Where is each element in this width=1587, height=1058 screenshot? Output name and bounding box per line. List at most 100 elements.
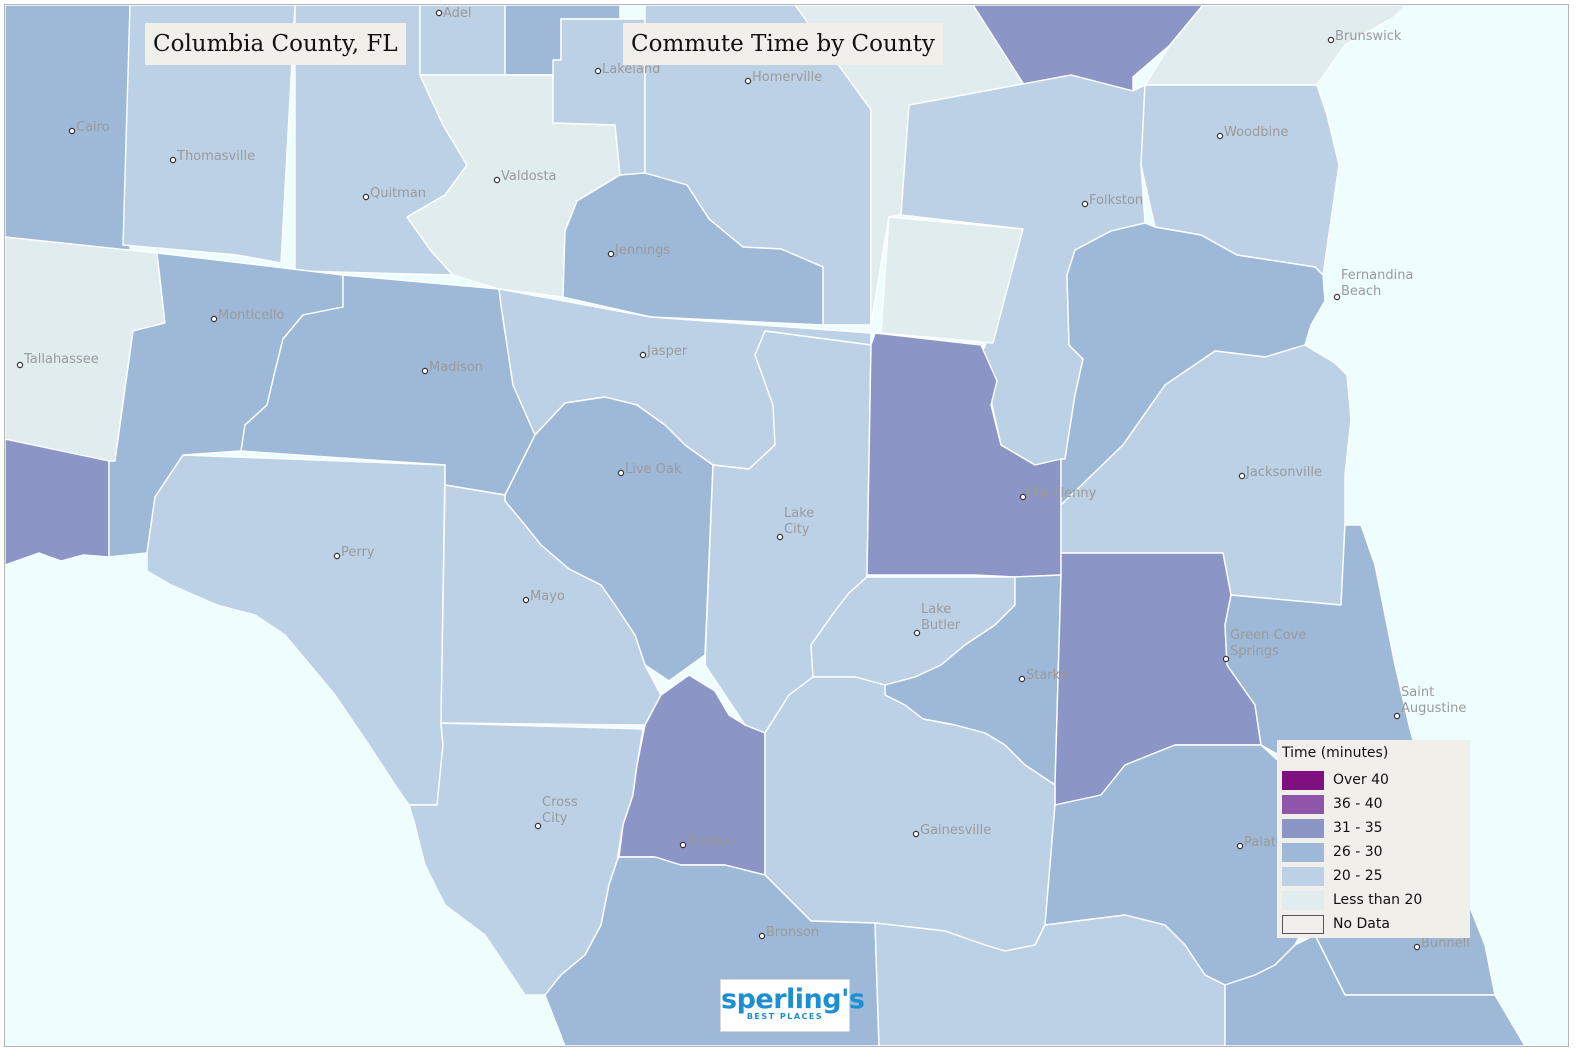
city-marker[interactable]: Quitman [362,186,426,201]
city-dot-icon [493,176,501,184]
city-label: Valdosta [501,169,557,184]
city-dot-icon [639,351,647,359]
legend-item-over-40: Over 40 [1282,770,1467,790]
city-label: Woodbine [1224,125,1288,140]
city-label: City [784,522,810,537]
sperlings-logo[interactable]: sperling's BEST PLACES [720,979,865,1032]
city-label: Cross [542,795,578,810]
city-dot-icon [1333,293,1341,301]
city-marker[interactable]: Perry [333,545,375,560]
map-frame[interactable]: Adel Lakeland Homerville Brunswick Cairo Thom… [4,4,1569,1047]
legend-swatch [1282,843,1324,862]
city-dot-icon [169,156,177,164]
county-marion-fl[interactable] [874,914,1226,1046]
legend-label: 20 - 25 [1333,868,1383,884]
city-marker[interactable]: Lakeland [594,62,660,77]
city-dot-icon [1327,36,1335,44]
city-marker[interactable]: Valdosta [493,169,557,184]
city-dot-icon [534,822,542,830]
city-label: Green Cove [1230,628,1306,643]
city-label: Madison [429,360,483,375]
city-marker[interactable]: Macclenny [1019,486,1097,501]
county-ga-strip[interactable] [880,216,1024,344]
city-dot-icon [913,629,921,637]
city-label: Saint [1401,685,1434,700]
legend-label: Less than 20 [1333,892,1423,908]
city-dot-icon [594,67,602,75]
legend-label: 31 - 35 [1333,820,1383,836]
city-marker[interactable]: Thomasville [169,149,255,164]
city-dot-icon [333,552,341,560]
city-marker[interactable]: Bronson [758,925,819,940]
city-dot-icon [435,9,443,17]
city-marker[interactable]: Jacksonville [1238,465,1322,480]
city-marker[interactable]: Madison [421,360,483,375]
atlantic-ocean [1323,5,1568,1046]
city-marker[interactable]: Gainesville [912,823,991,838]
logo-wordmark: sperling's [721,984,865,1015]
map-title: Columbia County, FL [145,23,406,65]
city-label: Beach [1341,284,1381,299]
city-dot-icon [912,830,920,838]
legend-item-36-40: 36 - 40 [1282,794,1467,814]
map-legend: Time (minutes) Over 40 36 - 40 31 - 35 2… [1277,740,1470,938]
county-volusia-fl[interactable] [1224,934,1526,1046]
city-dot-icon [16,361,24,369]
city-marker[interactable]: Jennings [607,243,670,258]
city-marker[interactable]: Starke [1018,668,1068,683]
city-label: Adel [443,6,472,21]
city-label: Trenton [686,834,736,849]
legend-label: 26 - 30 [1333,844,1383,860]
city-label: Fernandina [1341,268,1413,283]
legend-label: No Data [1333,916,1390,932]
city-marker[interactable]: Homerville [744,70,822,85]
city-marker[interactable]: Trenton [679,834,736,849]
city-dot-icon [362,193,370,201]
city-marker[interactable]: Live Oak [617,462,682,477]
city-marker[interactable]: Cairo [68,120,110,135]
legend-swatch [1282,771,1324,790]
city-marker[interactable]: Adel [435,6,472,21]
legend-label: Over 40 [1333,772,1389,788]
city-dot-icon [744,77,752,85]
gulf-of-mexico [5,553,565,1046]
legend-item-26-30: 26 - 30 [1282,842,1467,862]
city-marker[interactable]: Brunswick [1327,29,1402,44]
city-label: Folkston [1089,193,1143,208]
county-grady-ga[interactable] [5,5,131,266]
map-subtitle: Commute Time by County [623,23,943,65]
city-marker[interactable]: Bunnell [1413,936,1470,951]
legend-swatch [1282,819,1324,838]
city-dot-icon [679,841,687,849]
legend-swatch [1282,891,1324,910]
city-label: Springs [1230,644,1279,659]
legend-item-20-25: 20 - 25 [1282,866,1467,886]
legend-swatch [1282,795,1324,814]
legend-title: Time (minutes) [1282,745,1389,761]
city-label: Quitman [370,186,426,201]
city-label: Lake [784,506,814,521]
city-marker[interactable]: Mayo [522,589,565,604]
county-thomas-ga[interactable] [122,5,296,264]
choropleth-map[interactable]: Adel Lakeland Homerville Brunswick Cairo Thom… [5,5,1568,1046]
city-label: Macclenny [1027,486,1097,501]
city-dot-icon [1222,655,1230,663]
legend-item-less-than-20: Less than 20 [1282,890,1467,910]
city-dot-icon [1236,842,1244,850]
city-marker[interactable]: Woodbine [1216,125,1288,140]
city-marker[interactable]: Monticello [210,308,284,323]
city-marker[interactable]: Folkston [1081,193,1143,208]
city-marker[interactable]: Tallahassee [16,352,99,369]
city-marker[interactable]: Jasper [639,344,688,359]
city-label: Jennings [614,243,670,258]
county-echols-ga[interactable] [562,172,824,326]
city-label: Homerville [752,70,822,85]
city-dot-icon [1238,472,1246,480]
county-wakulla-fl[interactable] [5,438,110,566]
